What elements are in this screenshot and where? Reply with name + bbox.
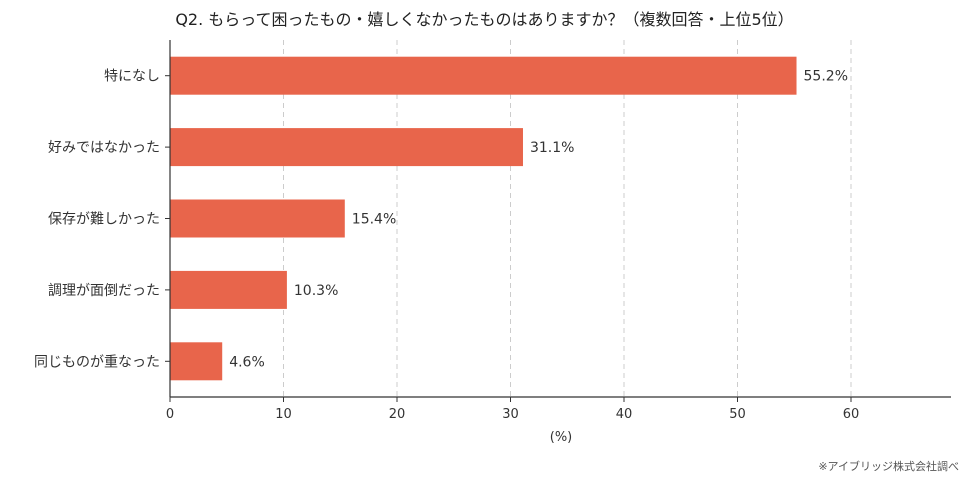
chart-title: Q2. もらって困ったもの・嬉しくなかったものはありますか？（複数回答・上位5位… <box>175 10 794 29</box>
value-label: 10.3% <box>294 283 338 299</box>
bar <box>170 342 223 381</box>
bar <box>170 270 287 309</box>
x-axis-label: (%) <box>550 430 573 445</box>
bar <box>170 56 797 95</box>
category-label: 同じものが重なった <box>34 354 160 370</box>
bar <box>170 199 345 238</box>
x-tick-label: 60 <box>843 407 860 422</box>
x-tick-label: 20 <box>389 407 406 422</box>
category-label: 特になし <box>104 69 160 85</box>
source-footnote: ※アイブリッジ株式会社調べ <box>818 460 959 473</box>
axes: 0 10 20 30 40 50 60 特になし好みではなかった保存が難しかった調理が面倒だっ… <box>34 40 951 422</box>
value-label: 55.2% <box>804 69 848 85</box>
category-label: 好みではなかった <box>48 140 160 156</box>
category-label: 保存が難しかった <box>48 212 160 228</box>
gridlines <box>283 40 852 397</box>
category-label: 調理が面倒だった <box>48 283 160 299</box>
value-label: 15.4% <box>352 212 396 228</box>
bars: 55.2% 31.1% 15.4% 10.3% 4.6% <box>170 56 848 381</box>
x-tick-label: 30 <box>502 407 519 422</box>
x-tick-label: 50 <box>729 407 746 422</box>
bar <box>170 128 523 167</box>
x-tick-label: 10 <box>275 407 292 422</box>
value-label: 4.6% <box>229 354 265 370</box>
value-label: 31.1% <box>530 140 574 156</box>
x-tick-label: 40 <box>616 407 633 422</box>
x-tick-label: 0 <box>166 407 174 422</box>
